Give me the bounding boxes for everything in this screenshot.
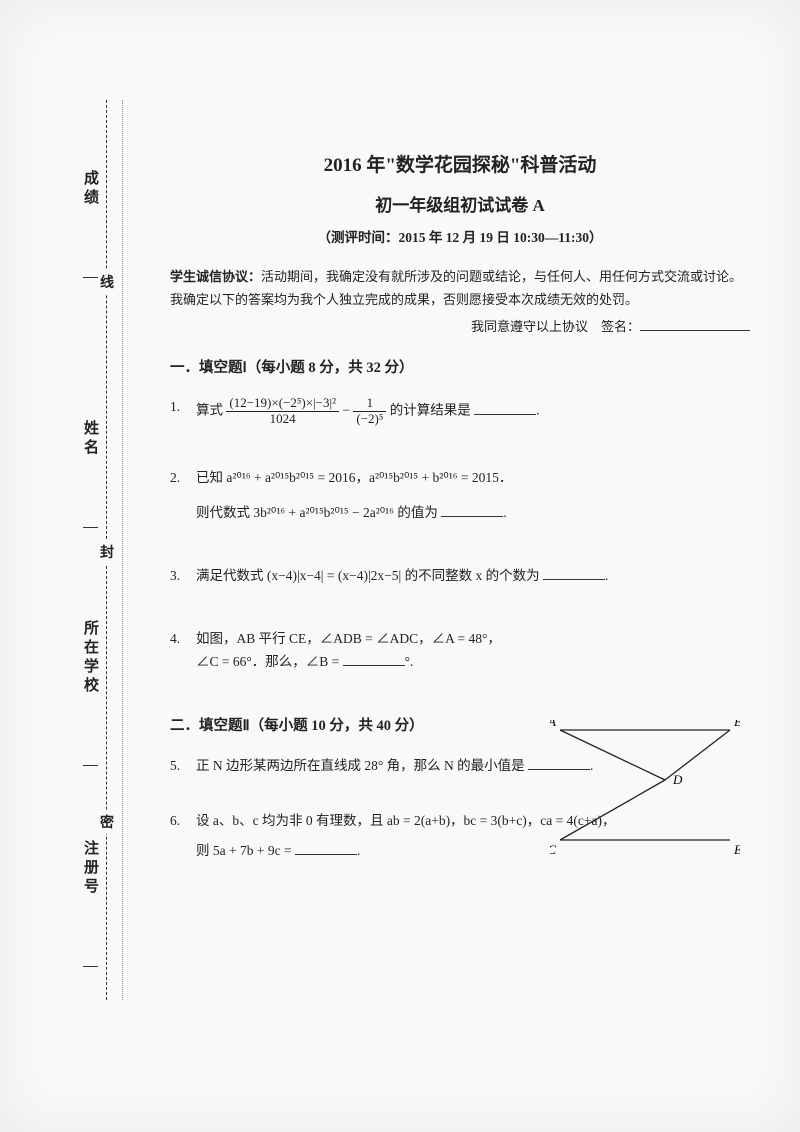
pledge-block: 学生诚信协议：活动期间，我确定没有就所涉及的问题或结论，与任何人、用任何方式交流… [170, 266, 750, 312]
q-number: 5. [170, 755, 180, 778]
answer-blank[interactable] [343, 654, 405, 666]
underline [83, 458, 98, 528]
fold-char-mid: 封 [100, 540, 114, 564]
label-text: 姓名 [82, 420, 98, 458]
underline [83, 208, 98, 278]
exam-page: 成绩 姓名 所在学校 注册号 线 封 密 2016 年"数学花园探秘"科普活动 … [0, 0, 800, 1132]
signature-line: 我同意遵守以上协议 签名： [170, 316, 750, 338]
question-4: 4. 如图，AB 平行 CE，∠ADB = ∠ADC，∠A = 48°，∠C =… [170, 628, 510, 674]
q4-unit: °. [405, 654, 414, 669]
binding-label-reg: 注册号 [80, 840, 101, 967]
label-text: 成绩 [82, 170, 98, 208]
frac-den: 1024 [226, 412, 339, 427]
q1-frac1: (12−19)×(−2⁵)×|−3|² 1024 [226, 396, 339, 427]
underline [83, 696, 98, 766]
underline [83, 897, 98, 967]
frac-den: (−2)⁵ [353, 412, 386, 427]
q6-line2: 则 5a + 7b + 9c = [196, 843, 295, 858]
agree-text: 我同意遵守以上协议 [471, 319, 588, 334]
q-number: 6. [170, 810, 180, 833]
fold-line-secondary [122, 100, 123, 1000]
question-2: 2. 已知 a²⁰¹⁶ + a²⁰¹⁵b²⁰¹⁵ = 2016，a²⁰¹⁵b²⁰… [170, 467, 750, 525]
answer-blank[interactable] [441, 505, 503, 517]
frac-num: (12−19)×(−2⁵)×|−3|² [226, 396, 339, 412]
title-time: （测评时间：2015 年 12 月 19 日 10:30—11:30） [170, 227, 750, 250]
q-number: 2. [170, 467, 180, 490]
binding-strip: 成绩 姓名 所在学校 注册号 线 封 密 [34, 100, 124, 1000]
q3-text: 满足代数式 (x−4)|x−4| = (x−4)|2x−5| 的不同整数 x 的… [196, 568, 540, 583]
frac-num: 1 [353, 396, 386, 412]
fold-char-bot: 密 [100, 810, 114, 834]
question-3: 3. 满足代数式 (x−4)|x−4| = (x−4)|2x−5| 的不同整数 … [170, 565, 750, 588]
svg-text:E: E [733, 842, 740, 857]
q4-diagram: A B D C E [550, 720, 740, 860]
q-number: 3. [170, 565, 180, 588]
q-number: 1. [170, 396, 180, 419]
svg-text:D: D [672, 772, 683, 787]
q1-frac2: 1 (−2)⁵ [353, 396, 386, 427]
period: . [357, 843, 360, 858]
q1-post: 的计算结果是 [390, 403, 471, 418]
q1-pre: 算式 [196, 403, 223, 418]
title-sub: 初一年级组初试试卷 A [170, 192, 750, 221]
period: . [503, 505, 506, 520]
binding-label-school: 所在学校 [80, 620, 101, 766]
sign-label: 签名： [601, 319, 640, 334]
period: . [605, 568, 608, 583]
binding-label-score: 成绩 [80, 170, 101, 278]
label-text: 所在学校 [82, 620, 98, 696]
q1-minus: − [342, 403, 350, 418]
answer-blank[interactable] [295, 843, 357, 855]
label-text: 注册号 [82, 840, 98, 897]
q2-line2-wrap: 则代数式 3b²⁰¹⁶ + a²⁰¹⁵b²⁰¹⁵ − 2a²⁰¹⁶ 的值为 . [196, 502, 750, 525]
answer-blank[interactable] [474, 403, 536, 415]
svg-text:B: B [734, 720, 740, 729]
question-1: 1. 算式 (12−19)×(−2⁵)×|−3|² 1024 − 1 (−2)⁵… [170, 396, 750, 427]
section1-head: 一．填空题Ⅰ（每小题 8 分，共 32 分） [170, 356, 750, 381]
q2-line2: 则代数式 3b²⁰¹⁶ + a²⁰¹⁵b²⁰¹⁵ − 2a²⁰¹⁶ 的值为 [196, 505, 438, 520]
fold-char-top: 线 [100, 270, 114, 294]
answer-blank[interactable] [543, 568, 605, 580]
binding-label-name: 姓名 [80, 420, 101, 528]
content-area: 2016 年"数学花园探秘"科普活动 初一年级组初试试卷 A （测评时间：201… [170, 150, 750, 903]
svg-text:C: C [550, 842, 556, 857]
pledge-label: 学生诚信协议： [170, 269, 261, 284]
q2-line1: 已知 a²⁰¹⁶ + a²⁰¹⁵b²⁰¹⁵ = 2016，a²⁰¹⁵b²⁰¹⁵ … [196, 467, 750, 490]
period: . [536, 403, 539, 418]
title-main: 2016 年"数学花园探秘"科普活动 [170, 150, 750, 182]
svg-text:A: A [550, 720, 556, 729]
q5-text: 正 N 边形某两边所在直线成 28° 角，那么 N 的最小值是 [196, 758, 525, 773]
signature-blank[interactable] [640, 318, 750, 331]
q-number: 4. [170, 628, 180, 651]
